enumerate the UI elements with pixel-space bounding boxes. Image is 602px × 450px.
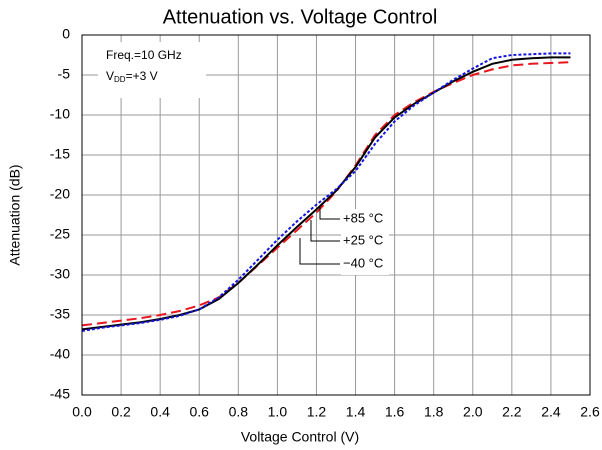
annotation-part: V	[106, 69, 114, 83]
leader-line	[299, 238, 340, 265]
leaders	[299, 207, 340, 265]
x-tick-label: 1.8	[424, 404, 444, 420]
x-tick-label: 1.2	[307, 404, 327, 420]
y-tick-label: 0	[62, 26, 70, 42]
annotation-part: =+3 V	[126, 69, 158, 83]
x-tick-label: 2.2	[502, 404, 522, 420]
legend-label: +85 °C	[343, 210, 383, 225]
y-tick-label: -10	[50, 106, 70, 122]
x-tick-label: 0.8	[229, 404, 249, 420]
x-tick-label: 1.0	[268, 404, 288, 420]
curves	[81, 52, 571, 332]
label-box	[341, 209, 389, 275]
y-tick-label: -5	[58, 66, 71, 82]
x-tick-label: 0.6	[189, 404, 209, 420]
annotation: VDD=+3 V	[106, 69, 158, 84]
chart-title: Attenuation vs. Voltage Control	[163, 6, 438, 28]
plot-frame	[81, 34, 591, 396]
y-tick-label: -15	[50, 146, 70, 162]
y-tick-label: -20	[50, 186, 70, 202]
y-tick-label: -25	[50, 226, 70, 242]
series-line	[81, 56, 571, 331]
series-line	[81, 52, 571, 332]
annotation-box	[98, 42, 206, 98]
legend-label: +25 °C	[343, 232, 383, 247]
annotation: Freq.=10 GHz	[106, 48, 182, 62]
x-tick-label: 1.4	[346, 404, 366, 420]
y-axis-label: Attenuation (dB)	[7, 164, 23, 265]
y-tick-label: -30	[50, 266, 70, 282]
x-tick-label: 2.0	[463, 404, 483, 420]
y-tick-label: -40	[50, 346, 70, 362]
x-tick-label: 2.4	[541, 404, 561, 420]
x-tick-label: 1.6	[385, 404, 405, 420]
y-tick-label: -35	[50, 306, 70, 322]
x-tick-label: 2.6	[580, 404, 600, 420]
y-tick-label: -45	[50, 386, 70, 402]
leader-line	[319, 207, 340, 220]
legend-label: −40 °C	[343, 255, 383, 270]
series-line	[81, 61, 571, 327]
x-axis-label: Voltage Control (V)	[241, 429, 359, 445]
x-tick-label: 0.0	[72, 404, 92, 420]
x-tick-label: 0.2	[111, 404, 131, 420]
annotation-sub: DD	[114, 75, 126, 84]
leader-line	[310, 220, 340, 242]
x-tick-label: 0.4	[150, 404, 170, 420]
